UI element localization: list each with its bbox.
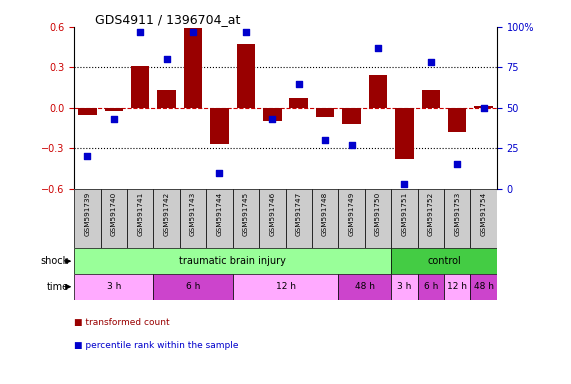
Text: GSM591739: GSM591739 xyxy=(85,192,90,236)
Point xyxy=(320,137,329,143)
Text: time: time xyxy=(46,282,69,292)
Text: 48 h: 48 h xyxy=(473,282,493,291)
Bar xyxy=(127,189,154,248)
Bar xyxy=(286,189,312,248)
Point xyxy=(294,81,303,87)
Text: GSM591750: GSM591750 xyxy=(375,192,381,236)
Point xyxy=(426,60,435,66)
Bar xyxy=(444,189,471,248)
Text: GSM591747: GSM591747 xyxy=(296,192,301,236)
Text: 6 h: 6 h xyxy=(424,282,438,291)
Bar xyxy=(233,189,259,248)
Bar xyxy=(206,189,233,248)
Point xyxy=(373,45,383,51)
Bar xyxy=(448,108,467,132)
Bar xyxy=(158,90,176,108)
Text: ■ percentile rank within the sample: ■ percentile rank within the sample xyxy=(74,341,239,350)
Point xyxy=(188,29,198,35)
Bar xyxy=(316,108,335,117)
Text: GSM591742: GSM591742 xyxy=(164,192,170,236)
Text: GSM591746: GSM591746 xyxy=(270,192,275,236)
Bar xyxy=(154,274,233,300)
Bar xyxy=(342,108,361,124)
Bar xyxy=(312,189,338,248)
Point xyxy=(83,153,92,159)
Text: GSM591754: GSM591754 xyxy=(481,192,486,236)
Text: GSM591751: GSM591751 xyxy=(401,192,407,236)
Text: GSM591744: GSM591744 xyxy=(216,192,223,236)
Text: GDS4911 / 1396704_at: GDS4911 / 1396704_at xyxy=(95,13,241,26)
Bar xyxy=(104,108,123,111)
Bar xyxy=(475,106,493,108)
Bar xyxy=(154,189,180,248)
Bar xyxy=(263,108,282,121)
Bar xyxy=(395,108,413,159)
Bar xyxy=(421,90,440,108)
Bar xyxy=(259,189,286,248)
Text: GSM591752: GSM591752 xyxy=(428,192,434,236)
Bar xyxy=(210,108,229,144)
Bar xyxy=(471,274,497,300)
Text: 3 h: 3 h xyxy=(397,282,412,291)
Bar xyxy=(74,274,154,300)
Text: GSM591753: GSM591753 xyxy=(454,192,460,236)
Text: 3 h: 3 h xyxy=(107,282,121,291)
Bar xyxy=(131,66,150,108)
Text: GSM591741: GSM591741 xyxy=(137,192,143,236)
Text: GSM591743: GSM591743 xyxy=(190,192,196,236)
Text: 12 h: 12 h xyxy=(275,282,296,291)
Text: shock: shock xyxy=(41,256,69,266)
Bar xyxy=(338,274,391,300)
Point xyxy=(109,116,118,122)
Bar xyxy=(74,189,100,248)
Text: control: control xyxy=(427,256,461,266)
Bar xyxy=(365,189,391,248)
Bar xyxy=(417,189,444,248)
Point xyxy=(215,169,224,175)
Point xyxy=(162,56,171,62)
Point xyxy=(347,142,356,148)
Bar xyxy=(444,274,471,300)
Text: GSM591749: GSM591749 xyxy=(348,192,355,236)
Text: GSM591745: GSM591745 xyxy=(243,192,249,236)
Point xyxy=(242,29,251,35)
Bar xyxy=(100,189,127,248)
Point xyxy=(136,29,145,35)
Bar xyxy=(338,189,365,248)
Point xyxy=(268,116,277,122)
Text: 12 h: 12 h xyxy=(447,282,467,291)
Bar xyxy=(78,108,96,114)
Text: 48 h: 48 h xyxy=(355,282,375,291)
Bar xyxy=(74,248,391,274)
Point xyxy=(453,161,462,167)
Bar xyxy=(236,45,255,108)
Bar xyxy=(369,75,387,108)
Bar xyxy=(471,189,497,248)
Bar xyxy=(184,28,202,108)
Point xyxy=(400,181,409,187)
Bar xyxy=(391,189,417,248)
Text: ■ transformed count: ■ transformed count xyxy=(74,318,170,327)
Bar xyxy=(233,274,338,300)
Text: GSM591740: GSM591740 xyxy=(111,192,117,236)
Bar xyxy=(391,274,417,300)
Bar xyxy=(417,274,444,300)
Text: GSM591748: GSM591748 xyxy=(322,192,328,236)
Bar xyxy=(289,98,308,108)
Point xyxy=(479,105,488,111)
Bar xyxy=(180,189,206,248)
Bar xyxy=(391,248,497,274)
Text: 6 h: 6 h xyxy=(186,282,200,291)
Text: traumatic brain injury: traumatic brain injury xyxy=(179,256,286,266)
